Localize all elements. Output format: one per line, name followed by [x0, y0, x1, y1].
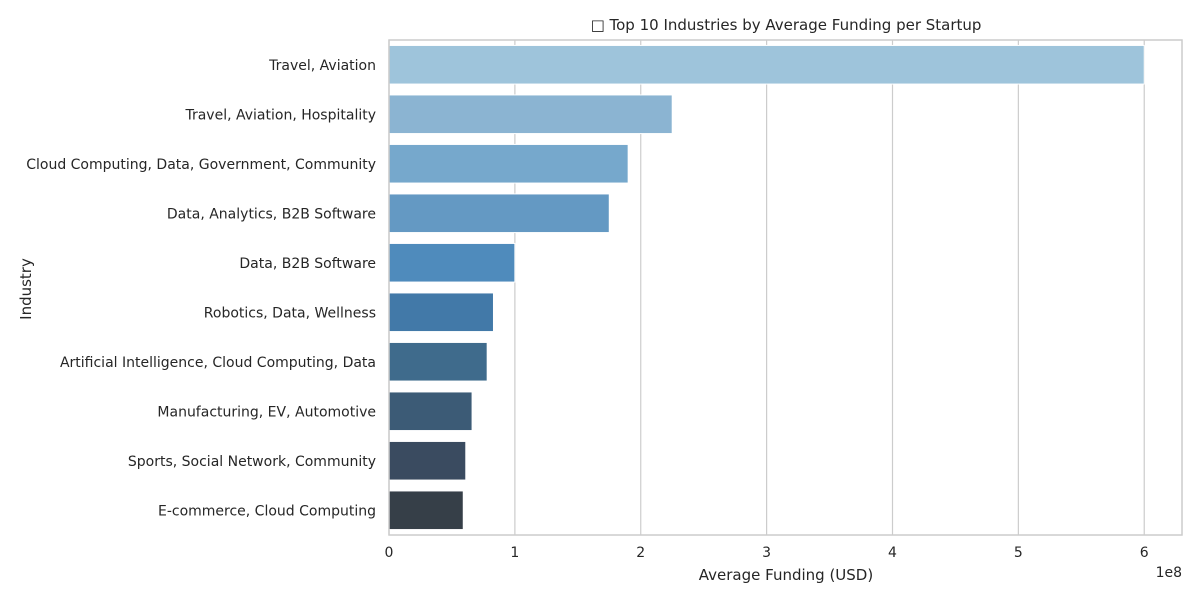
- y-tick-label: Cloud Computing, Data, Government, Commu…: [26, 157, 376, 173]
- y-tick-label: Data, Analytics, B2B Software: [167, 206, 376, 222]
- bar: [388, 143, 629, 184]
- y-tick-label: Manufacturing, EV, Automotive: [157, 404, 376, 420]
- bar: [388, 490, 464, 531]
- x-tick-label: 4: [888, 545, 897, 561]
- x-tick-label: 5: [1014, 545, 1023, 561]
- bar: [388, 391, 473, 432]
- y-tick-label: Artificial Intelligence, Cloud Computing…: [60, 355, 376, 371]
- y-tick-label: Sports, Social Network, Community: [128, 454, 376, 470]
- y-tick-labels: Travel, Aviation Travel, Aviation, Hospit…: [26, 58, 376, 520]
- x-tick-label: 1: [510, 545, 519, 561]
- x-tick-label: 6: [1140, 545, 1149, 561]
- x-tick-label: 0: [385, 545, 394, 561]
- x-axis-label: Average Funding (USD): [699, 566, 873, 584]
- y-tick-label: E-commerce, Cloud Computing: [158, 503, 376, 519]
- bar: [388, 94, 673, 135]
- x-tick-label: 3: [762, 545, 771, 561]
- bar: [388, 242, 516, 283]
- chart-title: □ Top 10 Industries by Average Funding p…: [591, 16, 982, 34]
- bar: [388, 44, 1145, 85]
- bar: [388, 341, 488, 382]
- x-tick-label: 2: [636, 545, 645, 561]
- y-tick-label: Travel, Aviation: [268, 58, 376, 74]
- bar: [388, 440, 467, 481]
- bars: [388, 44, 1145, 531]
- bar: [388, 292, 494, 333]
- y-axis-label: Industry: [17, 258, 35, 320]
- bar: [388, 193, 610, 234]
- plot-frame: [388, 39, 1183, 536]
- plot-border: [388, 39, 1183, 536]
- y-tick-label: Robotics, Data, Wellness: [204, 305, 376, 321]
- x-tick-labels: 0 1 2 3 4 5 6: [385, 545, 1149, 561]
- y-tick-label: Travel, Aviation, Hospitality: [184, 107, 376, 123]
- y-tick-label: Data, B2B Software: [239, 256, 376, 272]
- x-axis-offset-text: 1e8: [1156, 565, 1182, 581]
